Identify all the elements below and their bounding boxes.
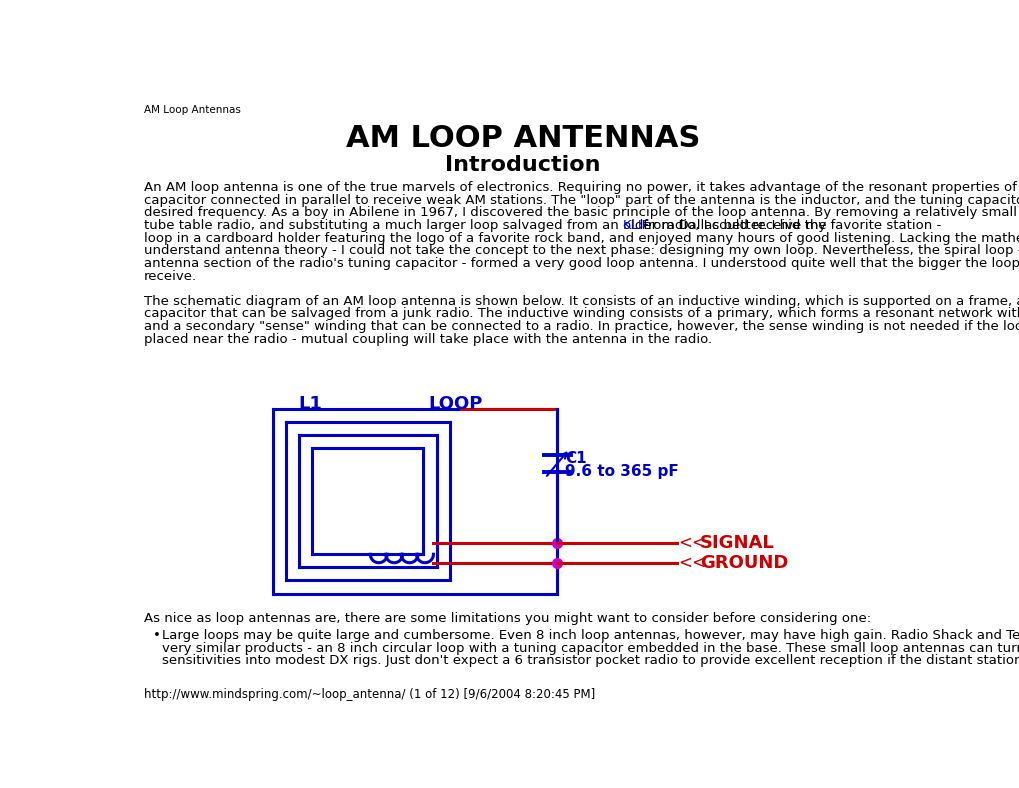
Text: capacitor that can be salvaged from a junk radio. The inductive winding consists: capacitor that can be salvaged from a ju… (144, 307, 1019, 321)
Text: http://www.mindspring.com/~loop_antenna/ (1 of 12) [9/6/2004 8:20:45 PM]: http://www.mindspring.com/~loop_antenna/… (144, 688, 594, 701)
Text: placed near the radio - mutual coupling will take place with the antenna in the : placed near the radio - mutual coupling … (144, 333, 711, 346)
Text: 9.6 to 365 pF: 9.6 to 365 pF (565, 464, 679, 479)
Text: C1: C1 (565, 451, 586, 466)
Text: LOOP: LOOP (428, 395, 483, 413)
Text: Large loops may be quite large and cumbersome. Even 8 inch loop antennas, howeve: Large loops may be quite large and cumbe… (162, 629, 1019, 642)
Text: An AM loop antenna is one of the true marvels of electronics. Requiring no power: An AM loop antenna is one of the true ma… (144, 180, 1019, 194)
Text: capacitor connected in parallel to receive weak AM stations. The "loop" part of : capacitor connected in parallel to recei… (144, 194, 1019, 206)
Text: As nice as loop antennas are, there are some limitations you might want to consi: As nice as loop antennas are, there are … (144, 612, 870, 625)
Text: AM Loop Antennas: AM Loop Antennas (144, 106, 240, 115)
Text: and a secondary "sense" winding that can be connected to a radio. In practice, h: and a secondary "sense" winding that can… (144, 320, 1019, 333)
Text: SIGNAL: SIGNAL (699, 533, 773, 552)
Text: understand antenna theory - I could not take the concept to the next phase: desi: understand antenna theory - I could not … (144, 244, 1019, 258)
Text: <<: << (678, 533, 705, 552)
Text: sensitivities into modest DX rigs. Just don't expect a 6 transistor pocket radio: sensitivities into modest DX rigs. Just … (162, 654, 1019, 667)
Text: <<: << (678, 554, 705, 572)
Text: loop in a cardboard holder featuring the logo of a favorite rock band, and enjoy: loop in a cardboard holder featuring the… (144, 232, 1019, 244)
Text: AM LOOP ANTENNAS: AM LOOP ANTENNAS (345, 124, 699, 153)
Text: from Dallas better. I hid the: from Dallas better. I hid the (638, 219, 825, 232)
Text: antenna section of the radio's tuning capacitor - formed a very good loop antenn: antenna section of the radio's tuning ca… (144, 257, 1019, 270)
Text: receive.: receive. (144, 269, 197, 283)
Text: tube table radio, and substituting a much larger loop salvaged from an older rad: tube table radio, and substituting a muc… (144, 219, 945, 232)
Text: KLIF: KLIF (623, 219, 649, 232)
Text: Introduction: Introduction (444, 154, 600, 175)
Text: •: • (153, 629, 161, 642)
Text: very similar products - an 8 inch circular loop with a tuning capacitor embedded: very similar products - an 8 inch circul… (162, 641, 1019, 655)
Text: The schematic diagram of an AM loop antenna is shown below. It consists of an in: The schematic diagram of an AM loop ante… (144, 295, 1019, 308)
Text: GROUND: GROUND (699, 554, 788, 572)
Text: L1: L1 (298, 395, 321, 413)
Text: desired frequency. As a boy in Abilene in 1967, I discovered the basic principle: desired frequency. As a boy in Abilene i… (144, 206, 1019, 219)
